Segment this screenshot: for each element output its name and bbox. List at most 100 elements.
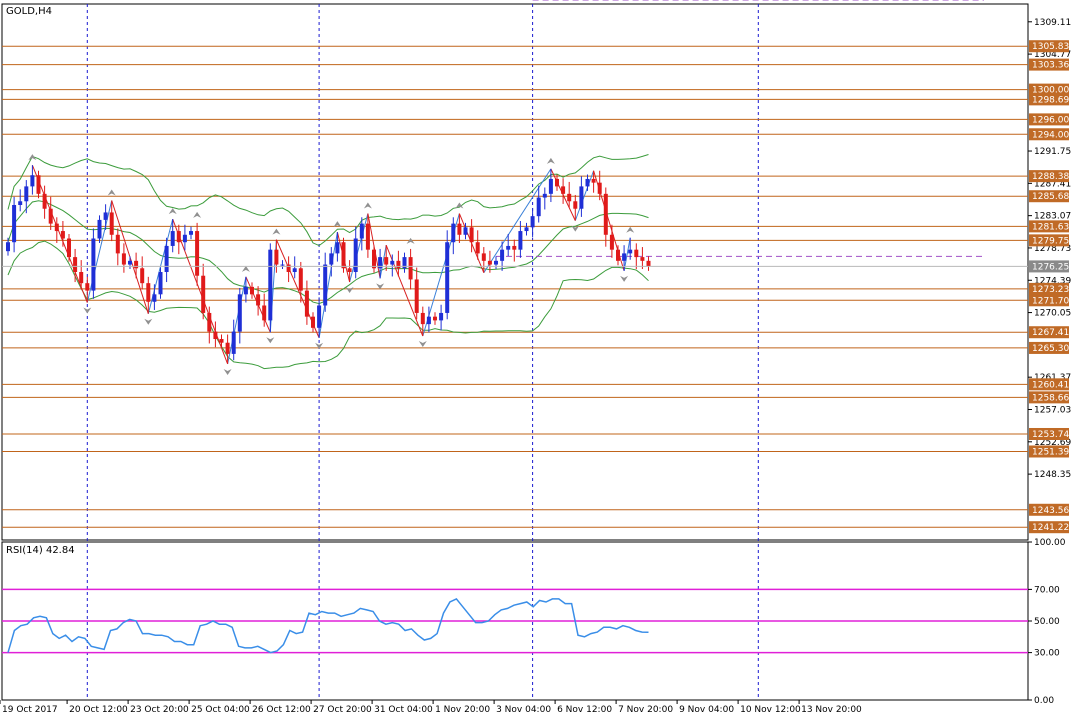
candle-body [262, 305, 267, 321]
candle-body [158, 272, 163, 295]
rsi-y-tick-label: 100.00 [1034, 538, 1066, 548]
level-tag-box [1029, 326, 1069, 339]
x-tick-label: 19 Oct 2017 [2, 705, 58, 715]
level-tag-label: 1300.00 [1032, 86, 1069, 96]
candle-body [42, 193, 47, 209]
fractal-up-icon [546, 157, 555, 164]
candle-body [292, 268, 297, 272]
candle-body [463, 227, 468, 235]
candle-body [79, 272, 84, 284]
candle-body [60, 231, 65, 239]
candle-body [365, 223, 370, 250]
candle-body [524, 227, 529, 232]
candle-body [609, 234, 614, 250]
current-price-label: 1276.25 [1032, 262, 1069, 272]
level-tag: 1260.41 [1029, 378, 1069, 391]
candle-body [573, 201, 578, 209]
zigzag-segment [86, 200, 113, 303]
fractal-up-icon [333, 221, 342, 228]
level-tag-box [1029, 521, 1069, 534]
level-tag: 1288.38 [1029, 170, 1069, 183]
candle-body [457, 223, 462, 235]
level-tag-label: 1294.00 [1032, 130, 1069, 140]
x-tick-label: 23 Oct 20:00 [130, 705, 189, 715]
level-tag: 1258.66 [1029, 391, 1069, 404]
candle-body [372, 249, 376, 269]
candle-body [30, 175, 35, 187]
candle-body [250, 286, 254, 295]
fractal-up-icon [455, 202, 464, 209]
zigzag-segment [172, 218, 229, 365]
level-tag-label: 1281.63 [1032, 222, 1069, 232]
fractal-up-icon [168, 208, 177, 215]
candle-body [548, 178, 553, 194]
zigzag-segment [31, 164, 88, 303]
candle-body [634, 249, 639, 258]
time-axis[interactable]: 19 Oct 2017 20 Oct 12:00 23 Oct 20:00 25 Oc… [0, 700, 862, 715]
fractal-down-icon [315, 342, 324, 349]
candle-body [591, 178, 596, 183]
candle-body [280, 264, 285, 266]
rsi-subwindow[interactable]: 100.00 70.00 50.00 30.00 0.00 [2, 538, 1066, 706]
fractal-markers [28, 154, 635, 375]
x-tick-label: 31 Oct 04:00 [374, 705, 433, 715]
candle-body [555, 178, 559, 187]
level-tag-box [1029, 190, 1069, 203]
zigzag-segment [574, 170, 595, 221]
rsi-label: RSI(14) 42.84 [6, 545, 75, 556]
candle-body [97, 219, 102, 239]
level-tag: 1303.36 [1029, 58, 1069, 71]
candle-body [500, 249, 505, 261]
level-tag-label: 1243.56 [1032, 506, 1069, 516]
level-tag: 1271.70 [1029, 294, 1069, 307]
candle-body [616, 249, 620, 261]
current-price-tag: 1276.25 [1029, 260, 1069, 273]
x-tick-label: 3 Nov 04:00 [496, 705, 551, 715]
trend-channel[interactable] [496, 0, 984, 257]
zigzag-segment [227, 276, 247, 365]
chart-frames [1, 3, 1029, 701]
y-tick-label: 1248.35 [1034, 470, 1071, 480]
candle-body [12, 205, 17, 243]
level-tag-label: 1273.23 [1032, 285, 1069, 295]
candle-body [18, 201, 23, 205]
candle-body [469, 227, 474, 243]
candle-body [481, 253, 486, 261]
horizontal-levels[interactable] [2, 45, 1028, 528]
candle-body [487, 260, 492, 265]
level-tag-label: 1298.69 [1032, 95, 1069, 105]
fractal-up-icon [193, 211, 202, 218]
candle-body [91, 238, 96, 291]
price-axis[interactable]: 1309.11 1304.77 1291.75 1287.41 1283.07 1278.… [1028, 18, 1071, 480]
candle-body [311, 316, 315, 328]
fractal-up-icon [107, 189, 116, 196]
candle-body [347, 268, 352, 272]
level-tag: 1279.75 [1029, 234, 1069, 247]
candle-body [579, 186, 584, 209]
y-tick-label: 1309.11 [1034, 18, 1071, 28]
candle-body [109, 212, 114, 235]
candle-body [134, 260, 139, 269]
candle-body [390, 260, 395, 265]
level-tag-label: 1271.70 [1032, 296, 1069, 306]
y-tick-label: 1252.69 [1034, 438, 1071, 448]
candle-body [378, 257, 383, 269]
level-tag: 1273.23 [1029, 282, 1069, 295]
y-tick-label: 1257.03 [1034, 405, 1071, 415]
candle-body [646, 260, 651, 267]
level-tag-label: 1267.41 [1032, 328, 1069, 338]
candle-body [54, 223, 59, 232]
candle-body [512, 245, 517, 250]
candle-body [420, 312, 425, 325]
level-tag-label: 1241.22 [1032, 523, 1069, 533]
candle-body [128, 260, 132, 265]
candle-body [561, 186, 566, 194]
level-tag-box [1029, 83, 1069, 96]
fractal-down-icon [266, 337, 275, 344]
x-tick-label: 10 Nov 12:00 [740, 705, 801, 715]
level-tag-label: 1258.66 [1032, 393, 1069, 403]
candle-body [475, 242, 480, 254]
zigzag-segment [483, 168, 552, 274]
